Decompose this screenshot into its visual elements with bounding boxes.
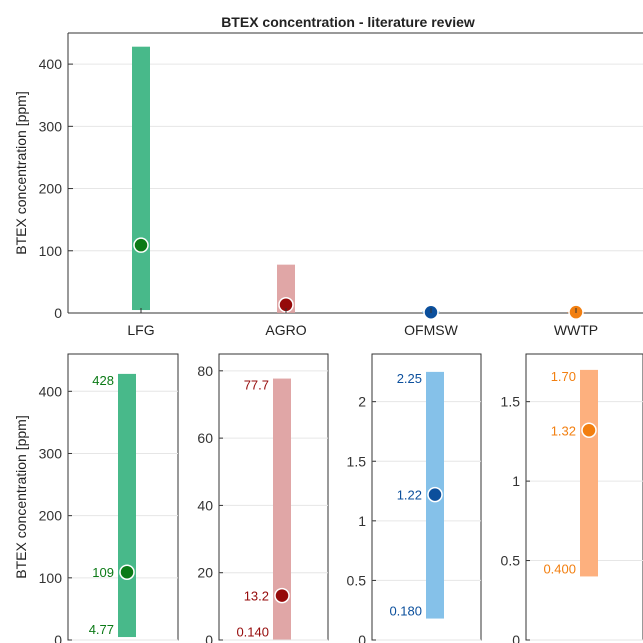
main-y-axis-label: BTEX concentration [ppm] (13, 91, 29, 254)
mean-value-label-lfg: 109 (92, 565, 114, 580)
subplot-ytick-label: 1 (358, 513, 366, 529)
main-range-chart: 0 100 200 300 400 BTEX concentration [ppm] LFG… (13, 32, 643, 338)
range-bar-lfg (118, 373, 136, 638)
min-value-label-agro: 0.140 (236, 625, 269, 640)
subplot-ytick-label: 1 (512, 473, 520, 489)
mean-marker-lfg (133, 237, 149, 253)
subplot-wwtp: 0 0.5 1 1.5 1.70 1.32 0.400 (501, 353, 643, 643)
subplot-ytick-label: 2 (358, 394, 366, 410)
main-ytick-label: 200 (39, 181, 63, 197)
main-ytick-label: 400 (39, 56, 63, 72)
range-bar-wwtp (580, 369, 598, 577)
mean-marker-wwtp (581, 422, 597, 439)
main-xtick-label: AGRO (265, 322, 306, 338)
mean-value-label-wwtp: 1.32 (551, 423, 576, 438)
subplot-y-axis-label: BTEX concentration [ppm] (13, 415, 29, 578)
subplot-ytick-label: 0 (54, 632, 62, 643)
subplot-ytick-label: 0.5 (347, 572, 367, 588)
subplot-ytick-label: 20 (197, 565, 213, 581)
main-ytick-label: 0 (54, 305, 62, 321)
subplot-ytick-label: 100 (39, 570, 63, 586)
mean-marker-lfg (119, 564, 135, 580)
main-xtick-label: WWTP (554, 322, 598, 338)
mean-marker-agro (274, 587, 290, 604)
main-ytick-label: 100 (39, 243, 63, 259)
mean-value-label-ofmsw: 1.22 (397, 488, 422, 503)
subplot-ytick-label: 0.5 (501, 553, 521, 569)
min-value-label-wwtp: 0.400 (543, 561, 576, 576)
max-value-label-agro: 77.7 (244, 378, 269, 393)
mean-marker-ofmsw (427, 486, 443, 503)
min-value-label-ofmsw: 0.180 (389, 604, 422, 619)
max-value-label-wwtp: 1.70 (551, 369, 576, 384)
max-value-label-ofmsw: 2.25 (397, 371, 422, 386)
max-value-label-lfg: 428 (92, 373, 114, 388)
subplot-ytick-label: 0 (358, 632, 366, 643)
subplot-ytick-label: 300 (39, 445, 63, 461)
range-bar-agro (273, 378, 291, 640)
subplot-ytick-label: 200 (39, 508, 63, 524)
subplot-ytick-label: 0 (512, 632, 520, 643)
subplot-ytick-label: 1.5 (501, 394, 521, 410)
subplot-ytick-label: 1.5 (347, 453, 367, 469)
main-chart-title: BTEX concentration - literature review (221, 14, 475, 30)
min-value-label-lfg: 4.77 (89, 622, 114, 637)
subplot-ofmsw: 0 0.5 1 1.5 2 2.25 1.22 0.180 (347, 353, 482, 643)
subplot-ytick-label: 80 (197, 363, 213, 379)
subplot-ytick-label: 0 (205, 632, 213, 643)
main-ytick-label: 300 (39, 118, 63, 134)
subplot-ytick-label: 40 (197, 497, 213, 513)
subplot-lfg: 0 100 200 300 400 428 109 4.77 BTEX concentratio… (13, 353, 179, 643)
subplot-ytick-label: 400 (39, 383, 63, 399)
main-xtick-label: OFMSW (404, 322, 458, 338)
range-bar-lfg (132, 46, 150, 311)
subplot-agro: 0 20 40 60 80 77.7 13.2 0.140 (197, 353, 329, 643)
mean-value-label-agro: 13.2 (244, 589, 269, 604)
main-xtick-label: LFG (127, 322, 154, 338)
subplot-ytick-label: 60 (197, 430, 213, 446)
